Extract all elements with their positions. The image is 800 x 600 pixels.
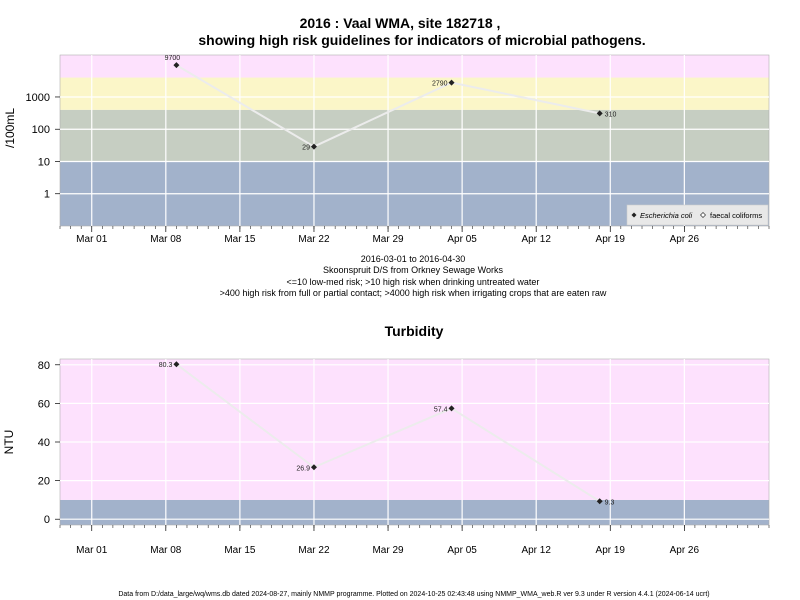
data-point bbox=[310, 143, 317, 150]
data-label: 80.3 bbox=[159, 362, 173, 369]
chart-title-line2: showing high risk guidelines for indicat… bbox=[198, 32, 645, 48]
x-tick-label: Apr 19 bbox=[596, 545, 626, 556]
y-axis-label: /100mL bbox=[3, 108, 17, 148]
data-point bbox=[173, 62, 180, 69]
chart-title-line1: 2016 : Vaal WMA, site 182718 , bbox=[300, 15, 501, 31]
risk-band-1 bbox=[60, 359, 769, 500]
turbidity-title: Turbidity bbox=[385, 323, 444, 339]
legend-label-ecoli: Escherichia coli bbox=[640, 211, 692, 220]
y-tick-label: 100 bbox=[32, 124, 50, 136]
y-tick-label: 60 bbox=[38, 398, 50, 410]
y-tick-label: 1000 bbox=[26, 92, 50, 104]
subtitle-date-range: 2016-03-01 to 2016-04-30 bbox=[361, 254, 466, 264]
data-point bbox=[448, 405, 455, 412]
plot-frame bbox=[59, 54, 770, 227]
x-tick-label: Mar 15 bbox=[224, 545, 256, 556]
y-tick-label: 0 bbox=[44, 514, 50, 526]
x-tick-label: Mar 15 bbox=[224, 234, 256, 245]
series-turbidity: 80.3 26.9 57.4 9.3 bbox=[159, 361, 615, 506]
x-tick-label: Apr 12 bbox=[521, 234, 551, 245]
y-tick-label: 20 bbox=[38, 476, 50, 488]
series-line bbox=[175, 64, 600, 148]
data-point bbox=[596, 498, 603, 505]
x-tick-label: Apr 05 bbox=[447, 234, 477, 245]
risk-band-3 bbox=[60, 55, 769, 78]
legend: Escherichia coli faecal coliforms bbox=[626, 204, 769, 226]
data-point bbox=[310, 464, 317, 471]
x-tick-label: Apr 19 bbox=[596, 234, 626, 245]
x-tick-label: Mar 22 bbox=[298, 234, 330, 245]
x-tick-label: Mar 01 bbox=[76, 545, 108, 556]
risk-band-1 bbox=[60, 109, 769, 162]
turbidity-panel: 80.3 26.9 57.4 9.3 Mar 01 Mar 08 Mar 15 Mar 22… bbox=[2, 358, 770, 556]
data-label: 9.3 bbox=[605, 499, 615, 506]
risk-band-0 bbox=[60, 499, 769, 525]
legend-marker-ecoli bbox=[631, 212, 637, 218]
x-axis: Mar 01 Mar 08 Mar 15 Mar 22 Mar 29 Apr 05 Apr … bbox=[59, 525, 770, 556]
series-line bbox=[175, 363, 601, 503]
data-point bbox=[173, 361, 180, 368]
x-tick-label: Mar 29 bbox=[372, 545, 404, 556]
x-tick-label: Mar 08 bbox=[150, 545, 182, 556]
y-axis: 1 10 100 1000 bbox=[26, 92, 60, 201]
turbidity-bands bbox=[59, 358, 770, 526]
data-label: 57.4 bbox=[434, 406, 448, 413]
x-tick-label: Apr 05 bbox=[447, 545, 477, 556]
legend-label-faecal: faecal coliforms bbox=[710, 211, 762, 220]
data-label: 2790 bbox=[432, 81, 448, 88]
grid-lines bbox=[60, 359, 769, 525]
footer-note: Data from D:/data_large/wq/wms.db dated … bbox=[118, 591, 709, 598]
x-axis: Mar 01 Mar 08 Mar 15 Mar 22 Mar 29 Apr 05 Apr … bbox=[59, 226, 770, 245]
data-label: 29 bbox=[302, 145, 310, 152]
risk-band-2 bbox=[60, 77, 769, 110]
series-ecoli: 9700 29 2790 310 bbox=[165, 55, 617, 151]
data-label: 9700 bbox=[165, 55, 181, 62]
data-point bbox=[448, 79, 455, 86]
subtitle-site: Skoonspruit D/S from Orkney Sewage Works bbox=[323, 265, 503, 275]
subtitle-risk-drinking: <=10 low-med risk; >10 high risk when dr… bbox=[287, 277, 540, 287]
y-tick-label: 10 bbox=[38, 156, 50, 168]
x-tick-label: Mar 01 bbox=[76, 234, 108, 245]
y-tick-label: 80 bbox=[38, 360, 50, 372]
grid-lines bbox=[60, 55, 769, 226]
y-axis: 0 20 40 60 80 bbox=[38, 360, 60, 526]
x-tick-label: Apr 12 bbox=[521, 545, 551, 556]
data-label: 26.9 bbox=[296, 465, 310, 472]
data-point bbox=[596, 110, 603, 117]
y-tick-label: 1 bbox=[44, 189, 50, 201]
x-tick-label: Apr 26 bbox=[670, 545, 700, 556]
x-tick-label: Mar 29 bbox=[372, 234, 404, 245]
x-tick-label: Mar 08 bbox=[150, 234, 182, 245]
subtitle-risk-contact: >400 high risk from full or partial cont… bbox=[220, 288, 607, 298]
x-tick-label: Mar 22 bbox=[298, 545, 330, 556]
x-tick-label: Apr 26 bbox=[670, 234, 700, 245]
y-tick-label: 40 bbox=[38, 437, 50, 449]
y-axis-label: NTU bbox=[2, 430, 16, 455]
legend-box bbox=[626, 204, 769, 226]
legend-marker-faecal bbox=[700, 212, 706, 218]
data-label: 310 bbox=[605, 111, 617, 118]
